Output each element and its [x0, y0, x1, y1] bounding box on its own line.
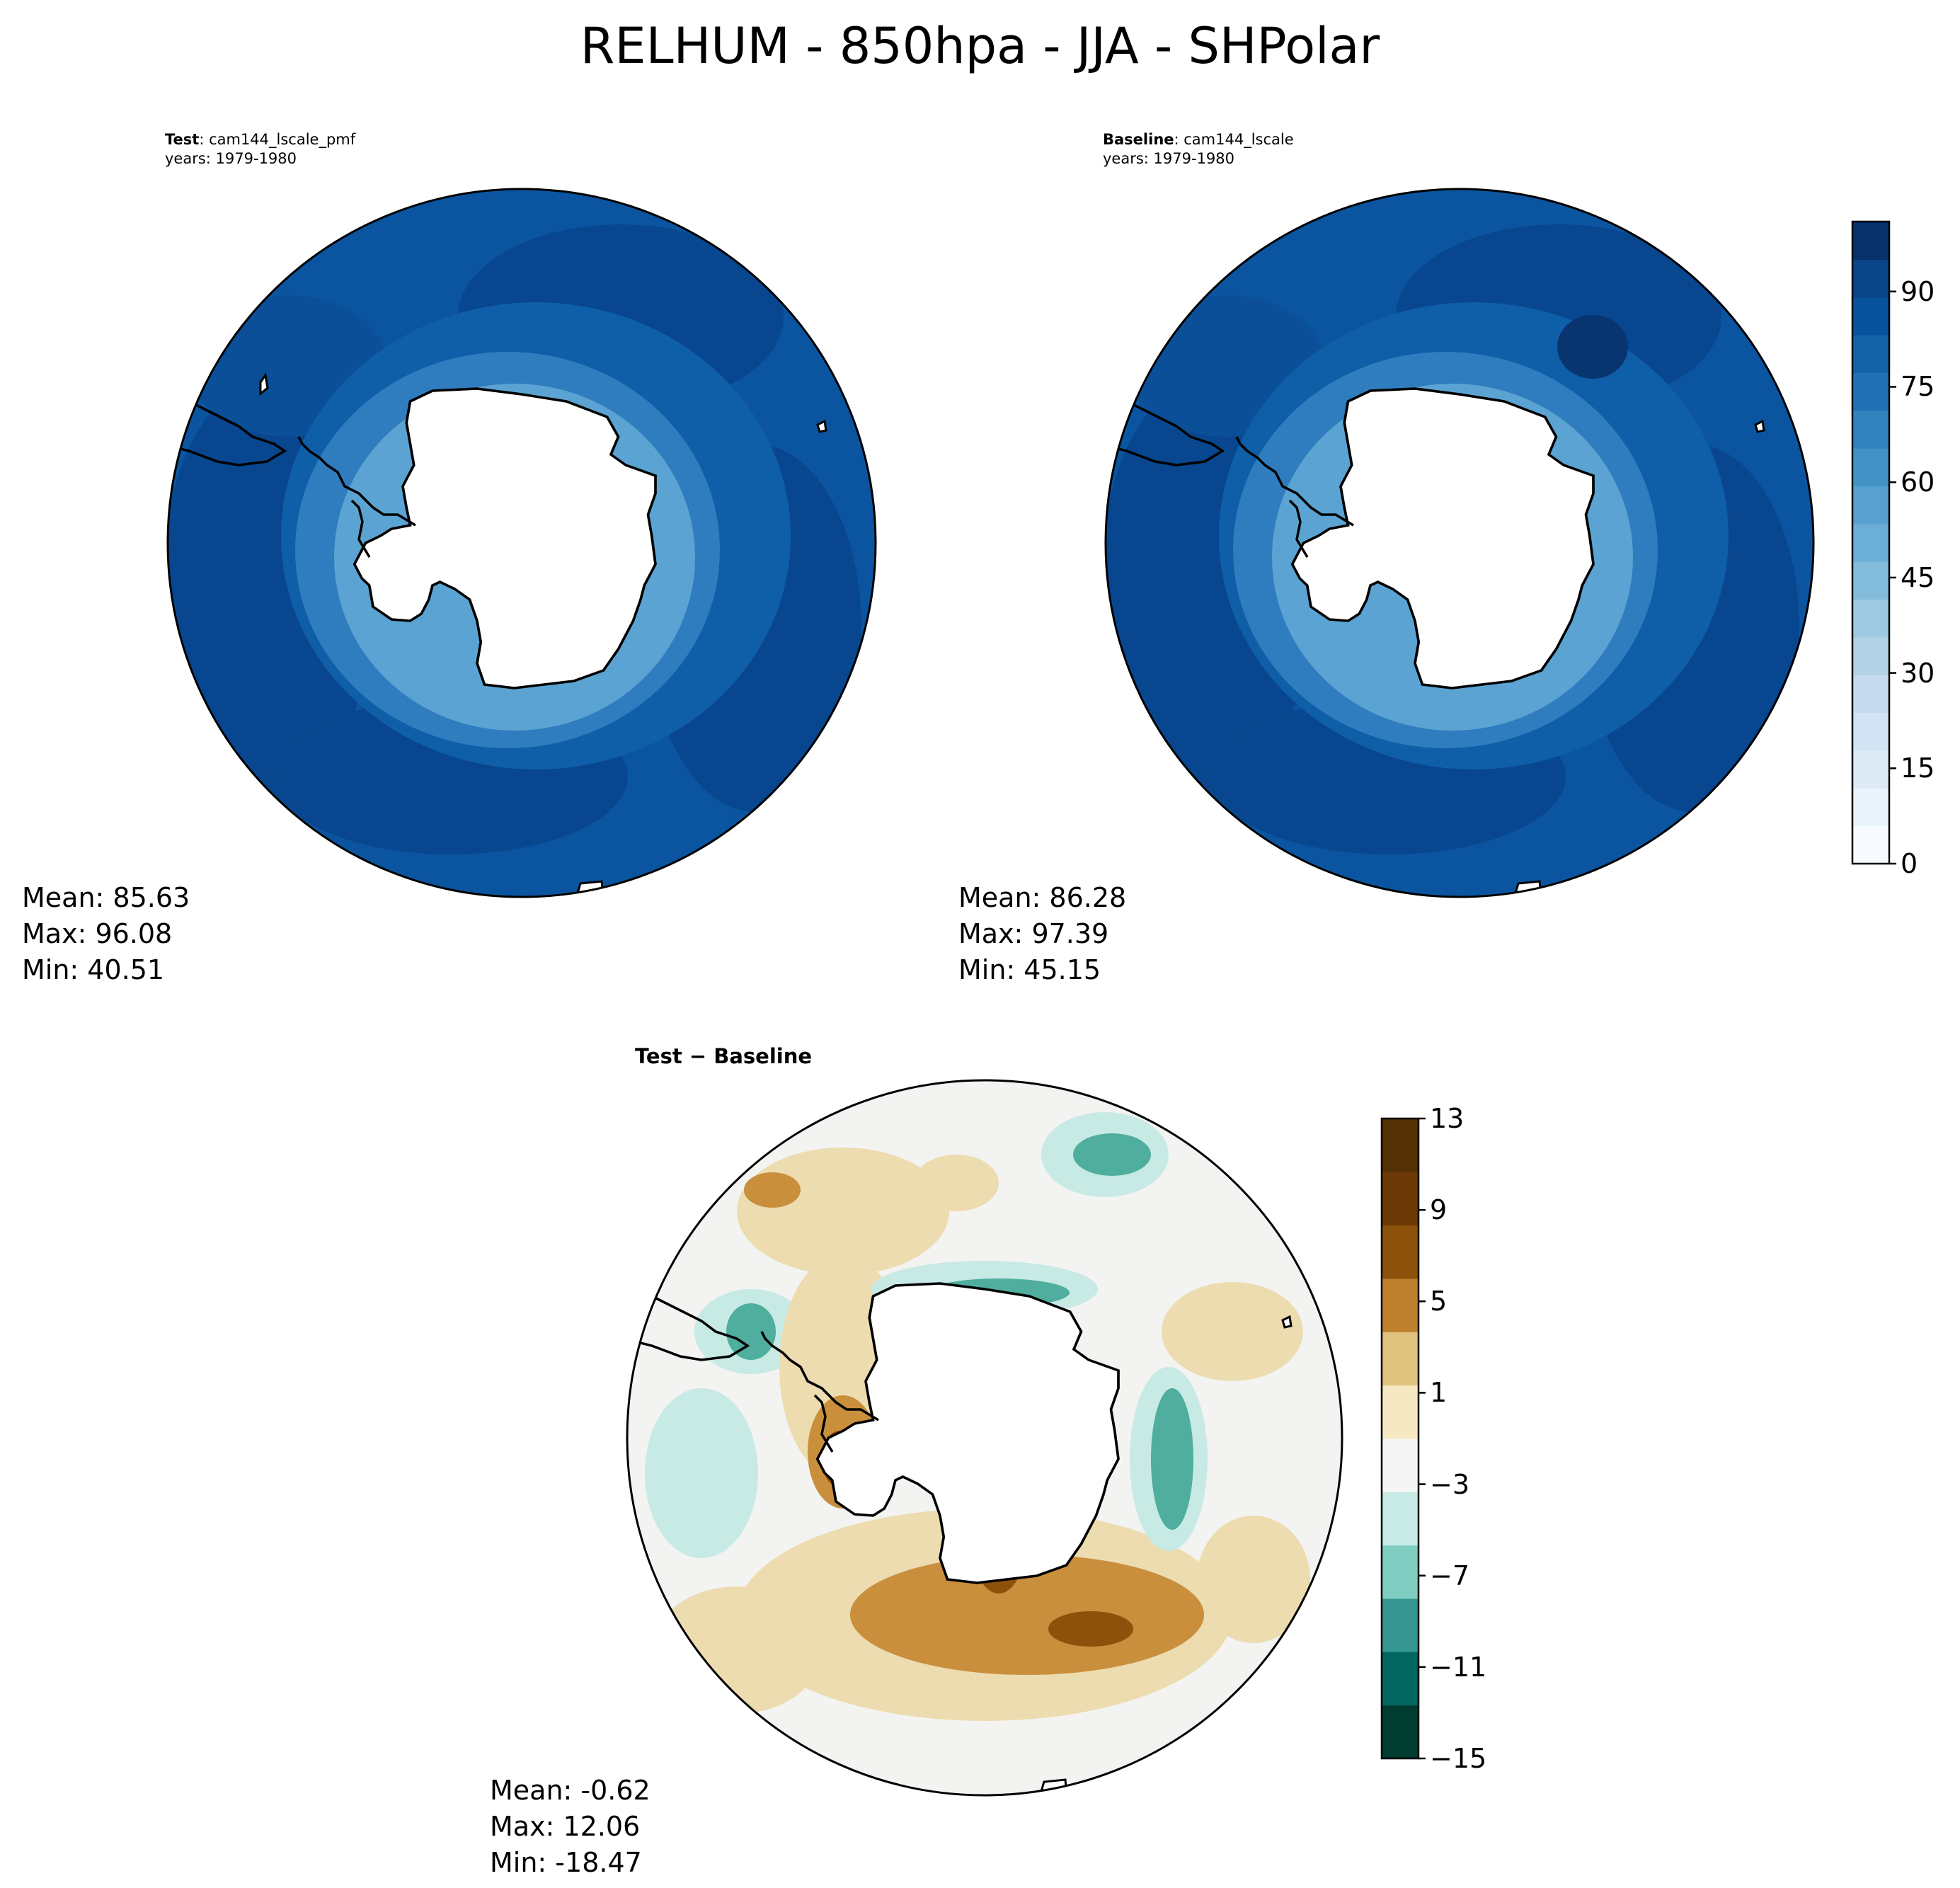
colorbar-tick-label: 1: [1430, 1377, 1448, 1409]
colorbar-segment: [1852, 486, 1889, 525]
baseline-years: years: 1979-1980: [1103, 150, 1235, 167]
baseline-mean: Mean: 86.28: [958, 882, 1127, 913]
test-label: Test: [165, 131, 200, 148]
colorbar-segment: [1852, 636, 1889, 675]
colorbar-segment: [1852, 410, 1889, 449]
colorbar-segment: [1852, 222, 1889, 260]
colorbar-tick-label: 9: [1430, 1194, 1448, 1226]
colorbar-segment: [1852, 675, 1889, 714]
diff-panel-title: Test − Baseline: [635, 1044, 813, 1068]
colorbar-segment: [1852, 712, 1889, 751]
test-max: Max: 96.08: [22, 918, 173, 949]
colorbar-segment: [1852, 561, 1889, 600]
colorbar-tick-label: 13: [1430, 1103, 1465, 1134]
baseline-min: Min: 45.15: [958, 954, 1101, 985]
colorbar-segment: [1382, 1332, 1419, 1386]
test-years: years: 1979-1980: [165, 150, 297, 167]
colorbar-segment: [1382, 1492, 1419, 1546]
colorbar-segment: [1852, 259, 1889, 298]
colorbar-tick-label: 5: [1430, 1286, 1448, 1317]
colorbar-segment: [1382, 1438, 1419, 1492]
baseline-stats: Mean: 86.28 Max: 97.39 Min: 45.15: [958, 880, 1126, 988]
diff-min: Min: -18.47: [490, 1847, 642, 1878]
colorbar-frame: [1380, 1117, 1420, 1760]
colorbar-segment: [1852, 335, 1889, 373]
colorbar-tick-label: 90: [1901, 275, 1935, 307]
colorbar-segment: [1382, 1385, 1419, 1439]
baseline-max: Max: 97.39: [958, 918, 1109, 949]
colorbar-segment: [1852, 297, 1889, 336]
colorbar-tick-label: 45: [1901, 561, 1935, 593]
colorbar-segment: [1382, 1598, 1419, 1652]
colorbar-segment: [1852, 448, 1889, 486]
diff-colorbar: [1380, 1117, 1426, 1760]
colorbar-tick-label: −7: [1430, 1560, 1470, 1591]
test-panel-header: Test: cam144_lscale_pmf years: 1979-1980: [165, 130, 355, 168]
baseline-label: Baseline: [1103, 131, 1174, 148]
colorbar-segment: [1382, 1278, 1419, 1332]
colorbar-tick-label: −15: [1430, 1743, 1487, 1774]
colorbar-segment: [1382, 1225, 1419, 1279]
colorbar-tick-label: 15: [1901, 753, 1935, 784]
baseline-panel-header: Baseline: cam144_lscale years: 1979-1980: [1103, 130, 1294, 168]
diff-map: [626, 1079, 1343, 1797]
colorbar-frame: [1851, 220, 1891, 865]
colorbar-tick-label: 0: [1901, 848, 1918, 879]
test-mean: Mean: 85.63: [22, 882, 190, 913]
colorbar-segment: [1852, 599, 1889, 638]
test-case-name: : cam144_lscale_pmf: [199, 131, 356, 148]
test-stats: Mean: 85.63 Max: 96.08 Min: 40.51: [22, 880, 190, 988]
colorbar-tick-label: −3: [1430, 1468, 1470, 1500]
test-map: [166, 188, 877, 898]
colorbar-segment: [1852, 750, 1889, 789]
colorbar-segment: [1852, 372, 1889, 411]
colorbar-segment: [1382, 1652, 1419, 1706]
colorbar-tick-label: 30: [1901, 657, 1935, 689]
colorbar-segment: [1852, 523, 1889, 562]
colorbar-tick-label: 60: [1901, 467, 1935, 498]
abs-colorbar: [1851, 220, 1896, 865]
colorbar-segment: [1852, 825, 1889, 864]
diff-mean: Mean: -0.62: [490, 1775, 651, 1806]
colorbar-segment: [1382, 1545, 1419, 1599]
diff-max: Max: 12.06: [490, 1811, 641, 1842]
test-min: Min: 40.51: [22, 954, 165, 985]
colorbar-segment: [1382, 1172, 1419, 1226]
colorbar-segment: [1382, 1705, 1419, 1759]
figure-title: RELHUM - 850hpa - JJA - SHPolar: [580, 17, 1380, 75]
colorbar-tick-label: 75: [1901, 371, 1935, 403]
colorbar-segment: [1852, 788, 1889, 827]
baseline-map: [1104, 188, 1815, 898]
colorbar-tick-label: −11: [1430, 1651, 1487, 1683]
colorbar-segment: [1382, 1119, 1419, 1172]
baseline-case-name: : cam144_lscale: [1174, 131, 1294, 148]
diff-stats: Mean: -0.62 Max: 12.06 Min: -18.47: [490, 1773, 651, 1881]
